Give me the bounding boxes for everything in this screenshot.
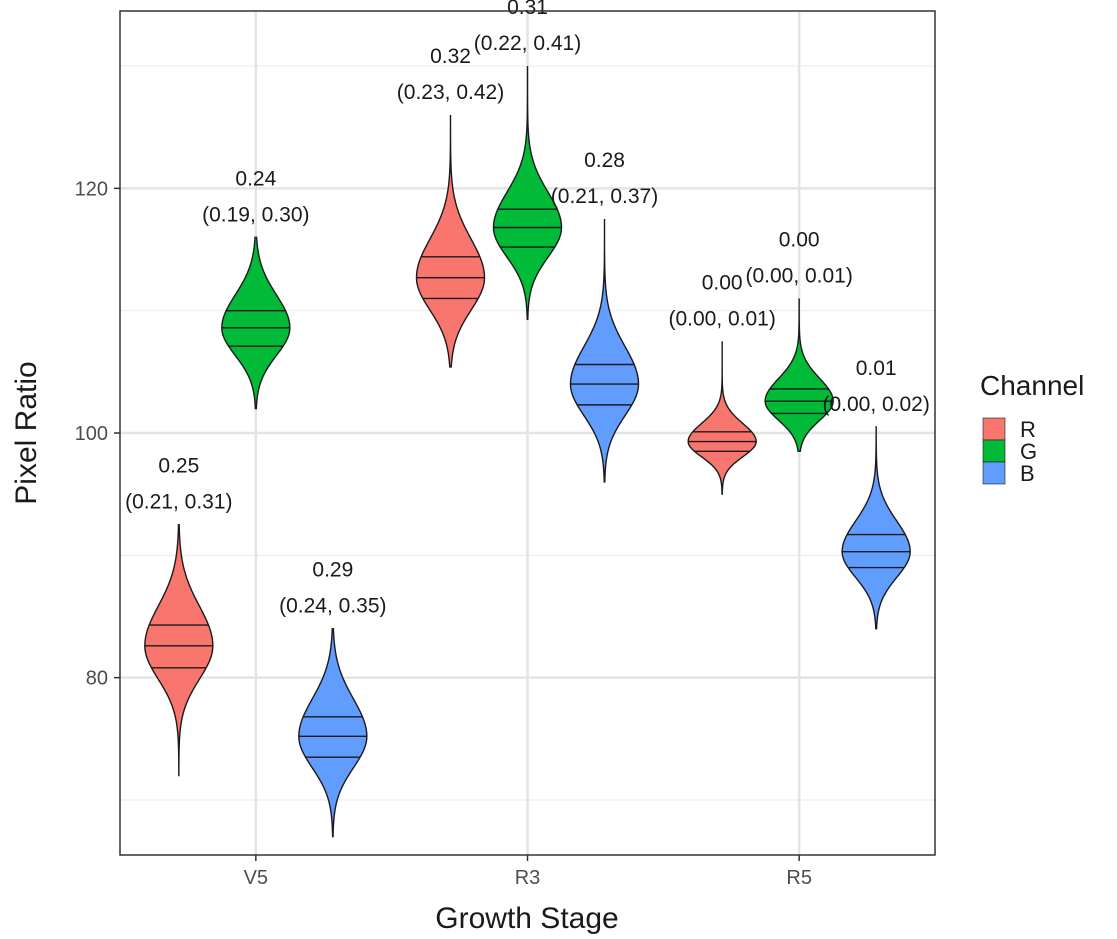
legend: Channel RGB (980, 370, 1084, 486)
violin-body (144, 524, 214, 777)
annotation-value: 0.25 (158, 455, 199, 478)
annotation-value: 0.28 (584, 149, 625, 172)
violin-G-R3 (492, 66, 563, 320)
annotation-value: 0.00 (779, 228, 820, 251)
y-tick-label: 80 (86, 668, 108, 690)
x-axis-title: Growth Stage (435, 902, 618, 935)
violin-body (841, 426, 911, 630)
violin-G-V5 (221, 236, 291, 410)
legend-swatch-R (982, 417, 1006, 441)
violin-R-R5 (687, 341, 757, 495)
legend-label-G: G (1020, 439, 1037, 464)
y-axis-title: Pixel Ratio (10, 361, 43, 504)
annotation-interval: (0.00, 0.01) (668, 307, 775, 330)
violins (144, 66, 911, 838)
annotation-interval: (0.00, 0.02) (822, 393, 929, 416)
violin-body (415, 114, 486, 368)
annotation-value: 0.31 (507, 0, 548, 19)
annotation-value: 0.00 (702, 271, 743, 294)
violin-body (569, 218, 640, 483)
violin-body (221, 236, 291, 410)
violin-body (492, 66, 563, 320)
annotation-value: 0.24 (235, 167, 276, 190)
violin-G-R5 (764, 298, 834, 453)
annotation-interval: (0.23, 0.42) (397, 81, 504, 104)
violin-body (298, 628, 368, 838)
x-tick-label: R3 (515, 867, 541, 889)
annotation-value: 0.32 (430, 45, 471, 68)
annotation-interval: (0.21, 0.31) (125, 491, 232, 514)
annotation-interval: (0.22, 0.41) (474, 32, 581, 55)
violin-annotations: (0.21, 0.31) 0.25 (0.23, 0.42) 0.32 (0.00, 0… (125, 0, 930, 618)
x-tick-label: R5 (786, 867, 812, 889)
violin-R-V5 (144, 524, 214, 777)
x-tick-label: V5 (244, 867, 268, 889)
y-tick-label: 100 (75, 423, 108, 445)
legend-swatch-B (982, 461, 1006, 485)
annotation-interval: (0.19, 0.30) (202, 203, 309, 226)
annotation-value: 0.29 (312, 559, 353, 582)
x-axis: V5 R3 R5 (244, 855, 812, 889)
legend-label-B: B (1020, 461, 1035, 486)
violin-B-R3 (569, 218, 640, 483)
y-tick-label: 120 (75, 178, 108, 200)
annotation-interval: (0.24, 0.35) (279, 595, 386, 618)
violin-B-V5 (298, 628, 368, 838)
violin-body (687, 341, 757, 495)
annotation-interval: (0.21, 0.37) (551, 185, 658, 208)
legend-title: Channel (980, 370, 1084, 401)
annotation-interval: (0.00, 0.01) (745, 264, 852, 287)
legend-swatch-G (982, 439, 1006, 463)
legend-label-R: R (1020, 417, 1036, 442)
violin-B-R5 (841, 426, 911, 630)
annotation-value: 0.01 (856, 357, 897, 380)
y-axis: 80 100 120 (75, 178, 120, 690)
violin-R-R3 (415, 114, 486, 368)
